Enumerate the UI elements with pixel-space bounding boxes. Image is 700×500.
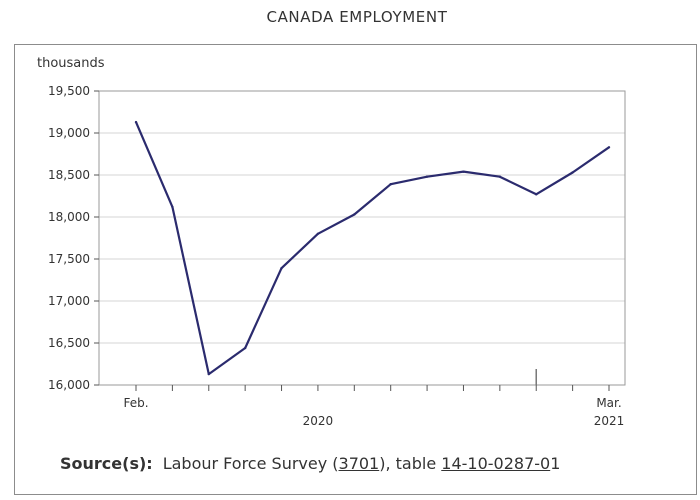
x-tick-label: Mar.: [596, 396, 621, 410]
grid-lines: [99, 132, 625, 344]
source-label: Source(s):: [60, 454, 153, 473]
data-point: [316, 232, 320, 235]
source-text-1: Labour Force Survey (: [162, 454, 339, 473]
y-tick-label: 18,500: [48, 168, 90, 182]
y-tick-label: 16,500: [48, 336, 90, 350]
y-tick-label: 19,000: [48, 126, 90, 140]
y-tick-label: 17,000: [48, 294, 90, 308]
series-line: [134, 121, 610, 376]
chart-frame: [14, 44, 697, 495]
x-year-label: 2021: [594, 414, 625, 428]
data-point: [498, 175, 502, 178]
axes: [94, 90, 626, 391]
data-point: [171, 205, 174, 209]
plot-area-border: [98, 90, 626, 386]
source-note: Source(s): Labour Force Survey (3701), ta…: [60, 454, 560, 473]
data-point: [462, 170, 465, 173]
x-year-label: 2020: [303, 414, 334, 428]
series-layer: [134, 120, 611, 376]
tick-labels: 16,000 16,500 17,000 17,500 18,000 18,500 19,0…: [48, 84, 624, 428]
y-tick-label: 17,500: [48, 252, 90, 266]
y-tick-label: 18,000: [48, 210, 90, 224]
data-point: [389, 183, 392, 186]
data-point: [280, 267, 283, 270]
x-tick-label: Feb.: [123, 396, 148, 410]
data-point: [425, 175, 429, 178]
data-point: [353, 213, 356, 216]
data-point: [535, 193, 538, 196]
source-text-2: ), table: [379, 454, 442, 473]
source-text-3: 1: [550, 454, 561, 473]
data-point: [243, 346, 247, 350]
y-tick-label: 16,000: [48, 378, 90, 392]
data-point: [134, 120, 138, 124]
survey-link[interactable]: 3701: [338, 454, 380, 473]
data-point: [207, 372, 210, 376]
y-tick-label: 19,500: [48, 84, 90, 98]
data-point: [607, 146, 611, 149]
data-point: [571, 171, 574, 174]
y-axis-label: thousands: [37, 56, 105, 71]
chart-title: CANADA EMPLOYMENT: [266, 8, 448, 26]
table-link[interactable]: 14-10-0287-0: [441, 454, 551, 473]
